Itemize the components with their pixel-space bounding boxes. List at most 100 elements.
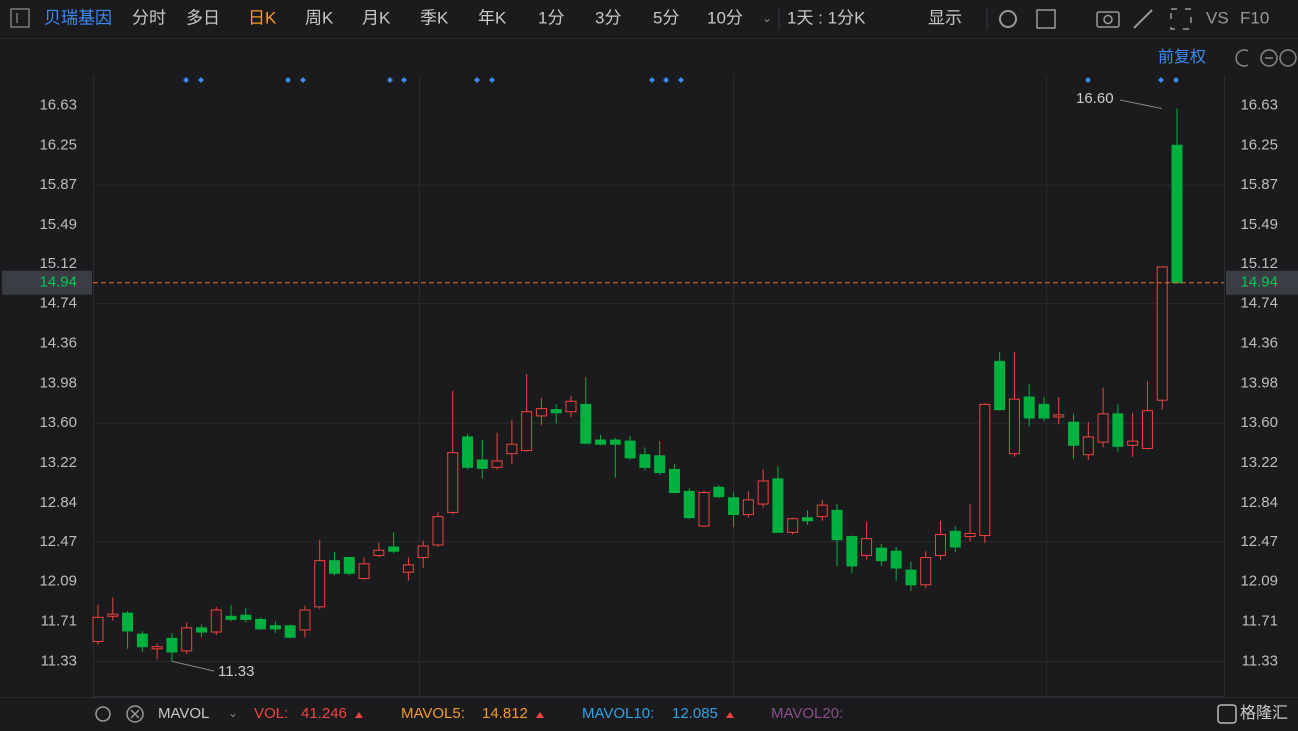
- period-select[interactable]: 1天 : 1分K: [787, 8, 866, 27]
- candle-body: [994, 360, 1006, 411]
- settings-icon[interactable]: [999, 10, 1017, 28]
- candle-body: [417, 545, 429, 559]
- candle-body: [240, 614, 252, 620]
- candle-body: [890, 550, 902, 569]
- y-tick-label-right: 12.84: [1240, 494, 1278, 511]
- logo: 格隆汇: [1240, 704, 1288, 722]
- adjust-mode[interactable]: 前复权: [1158, 48, 1206, 66]
- candle-body: [284, 625, 296, 638]
- candle-body: [728, 497, 740, 516]
- candle-body: [979, 403, 991, 537]
- tab[interactable]: 季K: [420, 8, 449, 27]
- y-tick-label: 14.36: [39, 335, 77, 352]
- candle-body: [1082, 436, 1094, 456]
- y-tick-label-right: 12.09: [1240, 573, 1278, 590]
- pen-icon[interactable]: [1133, 9, 1153, 29]
- y-tick-label: 15.12: [39, 255, 77, 272]
- candle-body: [1023, 396, 1035, 419]
- zoom-in-icon[interactable]: [1279, 49, 1297, 67]
- vs-button[interactable]: VS: [1206, 8, 1229, 27]
- tab[interactable]: 3分: [595, 8, 621, 27]
- candle-body: [683, 490, 695, 519]
- candle-body: [846, 536, 858, 567]
- y-tick-label-right: 15.12: [1240, 255, 1278, 272]
- candle-body: [491, 460, 503, 468]
- y-tick-label: 13.60: [39, 414, 77, 431]
- candle-body: [595, 439, 607, 445]
- indicator-value: 14.812: [482, 705, 528, 722]
- y-tick-label-right: 12.47: [1240, 533, 1278, 550]
- candle-body: [210, 609, 222, 633]
- tab[interactable]: 分时: [132, 8, 166, 27]
- event-diamonds: [183, 77, 1179, 83]
- y-tick-label-right: 15.49: [1240, 216, 1278, 233]
- indicator-label: VOL:: [254, 705, 288, 722]
- zoom-out-icon[interactable]: [1260, 49, 1278, 67]
- stock-name[interactable]: 贝瑞基因: [44, 8, 112, 27]
- y-tick-label-right: 16.25: [1240, 136, 1278, 153]
- reset-icon[interactable]: [1235, 49, 1249, 67]
- menu-icon[interactable]: [10, 8, 30, 28]
- y-tick-label: 15.49: [39, 216, 77, 233]
- candle-body: [122, 612, 134, 632]
- y-tick-label-right: 15.87: [1240, 176, 1278, 193]
- indicator-close[interactable]: [126, 705, 144, 723]
- fullscreen-icon[interactable]: [1170, 8, 1192, 30]
- tab[interactable]: 5分: [653, 8, 679, 27]
- tab[interactable]: 月K: [362, 8, 391, 27]
- candle-body: [1038, 403, 1050, 419]
- tab[interactable]: 1分: [538, 8, 564, 27]
- y-tick-label: 12.47: [39, 533, 77, 550]
- candle-body: [255, 618, 267, 630]
- tab[interactable]: 10分: [707, 8, 743, 27]
- candle-body: [831, 509, 843, 541]
- y-tick-label-right: 13.60: [1240, 414, 1278, 431]
- candle-body: [816, 504, 828, 518]
- candle-body: [964, 532, 976, 538]
- camera-icon[interactable]: [1096, 11, 1120, 28]
- candle-body: [269, 625, 281, 630]
- candle-body: [535, 408, 547, 417]
- y-tick-label: 13.22: [39, 454, 77, 471]
- y-tick-label-right: 11.71: [1242, 612, 1278, 629]
- tab[interactable]: 多日: [186, 8, 220, 27]
- y-tick-label-right: 13.98: [1240, 374, 1278, 391]
- candle-body: [1171, 144, 1183, 284]
- candle-body: [861, 538, 873, 556]
- y-tick-label-right: 11.33: [1242, 652, 1278, 669]
- tab[interactable]: 日K: [248, 8, 277, 27]
- candle-body: [136, 633, 148, 648]
- candle-body: [787, 518, 799, 533]
- min-leader: [171, 660, 215, 672]
- f10-button[interactable]: F10: [1240, 8, 1269, 27]
- y-tick-label-right: 16.63: [1240, 96, 1278, 113]
- indicator-value: 41.246: [301, 705, 347, 722]
- candle-body: [151, 646, 163, 650]
- candle-body: [328, 560, 340, 574]
- max-leader: [1119, 99, 1163, 110]
- y-tick-label: 12.84: [39, 494, 77, 511]
- y-tick-label-right: 13.22: [1240, 454, 1278, 471]
- y-tick-label: 14.74: [39, 295, 77, 312]
- max-label: 16.60: [1076, 90, 1114, 107]
- candle-body: [521, 411, 533, 452]
- tab[interactable]: 周K: [305, 8, 334, 27]
- draw-box-icon[interactable]: [1036, 9, 1056, 29]
- indicator-label: MAVOL5:: [401, 705, 465, 722]
- candle-body: [1112, 413, 1124, 447]
- candle-body: [920, 557, 932, 586]
- display-menu[interactable]: 显示: [928, 8, 962, 27]
- tab[interactable]: 年K: [478, 8, 507, 27]
- candle-body: [506, 443, 518, 455]
- indicator-name[interactable]: MAVOL: [158, 705, 209, 722]
- y-tick-label: 16.25: [39, 136, 77, 153]
- candle-body: [358, 563, 370, 580]
- candle-body: [905, 569, 917, 586]
- y-tick-label: 11.71: [41, 612, 77, 629]
- y-tick-label: 13.98: [39, 374, 77, 391]
- candle-body: [107, 613, 119, 617]
- candle-body: [949, 530, 961, 548]
- indicator-settings[interactable]: [95, 706, 111, 722]
